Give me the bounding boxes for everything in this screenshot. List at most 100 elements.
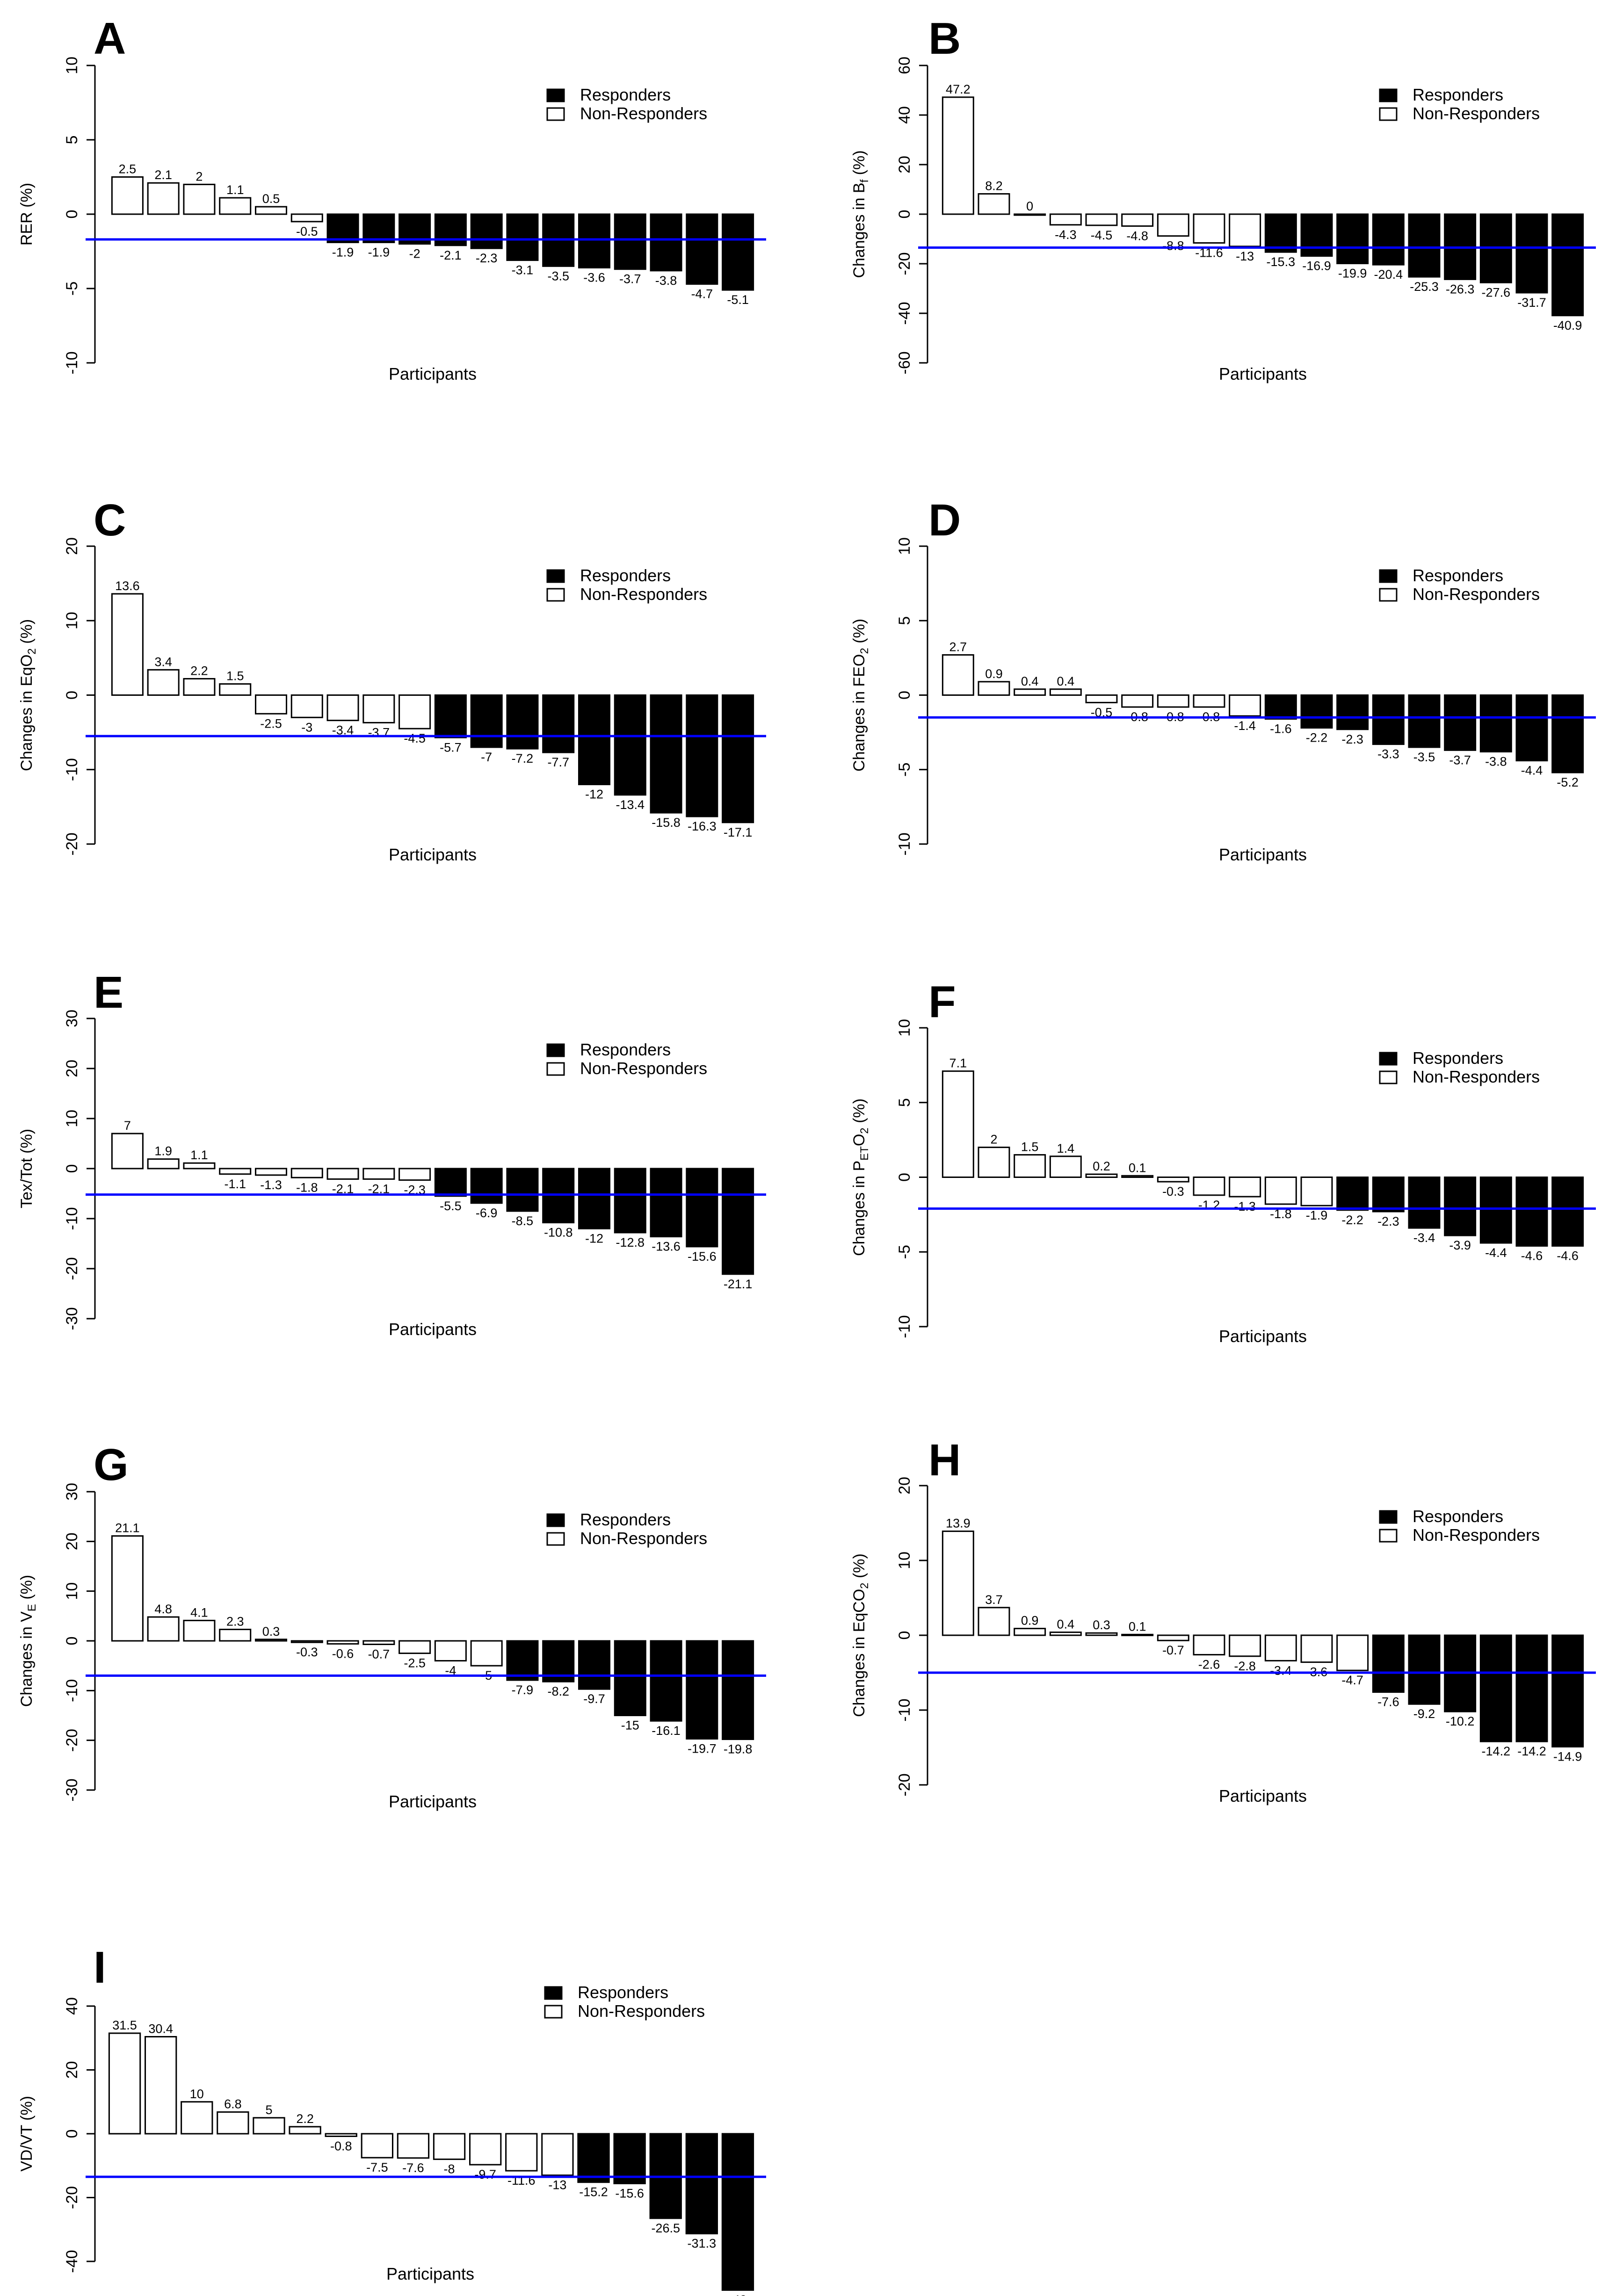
bar-value-label: 0.3 (1093, 1618, 1110, 1632)
bar-value-label: -0.5 (296, 224, 318, 238)
legend-non-responders-label: Non-Responders (580, 1059, 707, 1078)
bar-value-label: -0.3 (1162, 1184, 1184, 1199)
bar-value-label: -3.9 (1449, 1238, 1471, 1252)
bar-value-label: -16.3 (688, 819, 717, 833)
bar-value-label: 1.9 (154, 1144, 172, 1158)
non-responder-bar (147, 182, 180, 215)
bar-value-label: -15.8 (652, 816, 681, 830)
legend-responders-label: Responders (580, 566, 671, 585)
bar-value-label: -7 (481, 750, 492, 764)
y-tick-label: -40 (63, 2250, 81, 2273)
responder-bar (577, 2133, 610, 2183)
bar-value-label: -14.2 (1517, 1744, 1546, 1758)
bar-value-label: 1.5 (226, 669, 244, 683)
bar-value-label: -12 (585, 1231, 603, 1245)
legend-non-responders-label: Non-Responders (578, 2001, 705, 2021)
y-axis-title: RER (%) (18, 183, 36, 245)
legend-non-responders-swatch (1379, 1529, 1398, 1543)
non-responder-bar (1085, 694, 1118, 703)
bar-value-label: -19.8 (724, 1742, 753, 1756)
panel-letter: H (928, 1435, 961, 1485)
bar-value-label: -1.9 (368, 245, 390, 259)
bar-value-label: -13.6 (652, 1240, 681, 1254)
responder-bar (686, 1168, 718, 1248)
y-tick-label: -30 (63, 1307, 81, 1330)
responder-bar (1408, 213, 1441, 278)
bar-value-label: 0.4 (1057, 674, 1075, 688)
responder-bar (1408, 1177, 1441, 1229)
responder-bar (1372, 1634, 1405, 1693)
y-tick-label: 10 (63, 612, 81, 629)
y-tick-label: 5 (63, 136, 81, 144)
responder-bar (1551, 694, 1584, 773)
non-responder-bar (1121, 694, 1154, 708)
panel-letter: E (94, 967, 123, 1018)
non-responder-bar (1193, 213, 1225, 244)
responder-bar (1408, 1634, 1441, 1705)
legend-non-responders-label: Non-Responders (1413, 1067, 1540, 1086)
bar-value-label: 2 (990, 1133, 997, 1147)
legend-non-responders-swatch (1379, 107, 1398, 121)
non-responder-bar (1049, 1632, 1082, 1636)
y-tick-label: 20 (63, 1060, 81, 1077)
panel-letter: G (94, 1440, 129, 1490)
non-responder-bar (1049, 1155, 1082, 1178)
bar-value-label: -2.5 (260, 716, 282, 730)
x-axis-title: Participants (1219, 1327, 1307, 1346)
non-responder-bar (326, 694, 359, 722)
non-responder-bar (1014, 213, 1046, 216)
legend-responders-swatch (546, 88, 565, 102)
non-responder-bar (942, 1531, 974, 1636)
bar-value-label: -13 (548, 2178, 566, 2192)
non-responder-bar (1229, 213, 1261, 247)
responder-bar (506, 694, 539, 750)
responder-bar (614, 213, 646, 270)
legend-responders-swatch (546, 569, 565, 583)
non-responder-bar (362, 694, 395, 723)
non-responder-bar (1300, 1177, 1333, 1206)
y-tick-label: 10 (896, 1019, 913, 1037)
responder-bar (470, 213, 503, 249)
legend-responders-swatch (1379, 1052, 1398, 1066)
bar-value-label: 2.7 (949, 640, 967, 654)
bar-value-label: -0.7 (1162, 1643, 1184, 1657)
responder-bar (1515, 213, 1548, 294)
responder-bar (1479, 1177, 1512, 1244)
legend-responders-label: Responders (1413, 85, 1503, 104)
responder-bar (506, 1168, 539, 1212)
y-axis-title: Changes in EqO2 (%) (18, 619, 38, 771)
bar-value-label: -4.7 (1341, 1673, 1363, 1687)
bar-value-label: 0.9 (985, 667, 1003, 681)
non-responder-bar (1264, 1634, 1297, 1661)
y-tick-label: 0 (63, 1164, 81, 1173)
bar-value-label: 1.1 (226, 183, 244, 197)
panel-letter: C (94, 495, 126, 545)
responder-bar (722, 694, 754, 823)
bar-value-label: 47.2 (946, 82, 971, 96)
bar-value-label: -3 (301, 720, 312, 734)
non-responder-bar (183, 678, 216, 696)
non-responder-bar (433, 2133, 466, 2160)
bar-value-label: 3.7 (985, 1593, 1003, 1607)
responder-bar (1372, 1177, 1405, 1213)
bar-value-label: -7.6 (402, 2161, 424, 2175)
bar-value-label: -14.9 (1553, 1749, 1582, 1763)
y-tick-label: -20 (896, 252, 913, 275)
bar-value-label: -0.8 (330, 2139, 352, 2153)
bar-value-label: -7.9 (512, 1683, 534, 1697)
y-tick-label: -10 (63, 351, 81, 374)
bar-value-label: 7 (124, 1119, 131, 1133)
x-axis-title: Participants (1219, 845, 1307, 864)
y-tick-label: 60 (896, 57, 913, 74)
bar-value-label: -31.3 (688, 2237, 717, 2251)
non-responder-bar (254, 1639, 288, 1642)
y-axis-title: Changes in PETO2 (%) (850, 1098, 871, 1256)
y-tick-label: 10 (896, 1552, 913, 1569)
y-tick-label: 20 (63, 537, 81, 555)
x-axis-title: Participants (1219, 1786, 1307, 1805)
non-responder-bar (1229, 1177, 1261, 1198)
y-tick-label: -20 (896, 1773, 913, 1796)
bar-value-label: 0.1 (1129, 1161, 1146, 1175)
non-responder-bar (254, 694, 288, 715)
responder-bar (1264, 213, 1297, 253)
